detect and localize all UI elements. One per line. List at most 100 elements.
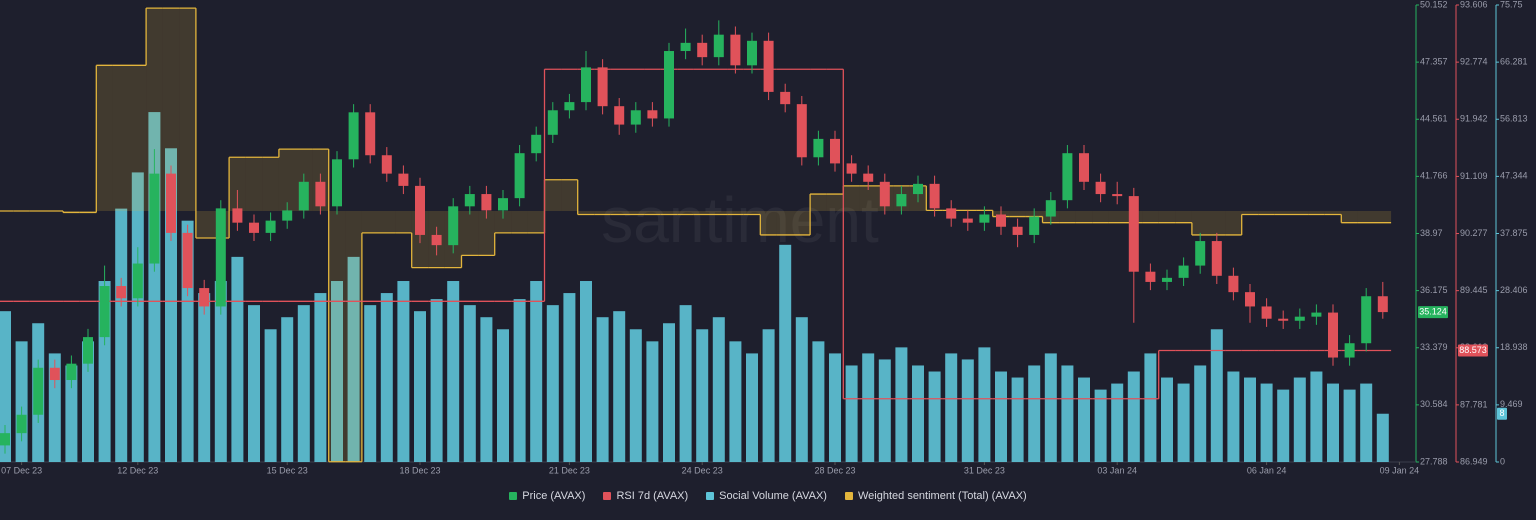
volume-bar — [961, 359, 974, 462]
volume-bar — [131, 172, 144, 463]
sentiment-fill — [511, 211, 528, 233]
y-tick-label: 91.942 — [1460, 114, 1488, 124]
candle-body — [348, 112, 359, 160]
candle-body — [913, 183, 923, 195]
volume-bar — [297, 305, 310, 462]
candle-body — [116, 286, 127, 299]
candle-body — [99, 286, 110, 338]
y-tick-label: 47.344 — [1500, 171, 1528, 181]
candle-body — [780, 91, 791, 105]
candle-body — [365, 112, 376, 156]
value-badge-label: 35.124 — [1419, 306, 1447, 316]
candle-body — [1095, 181, 1106, 195]
y-tick-label: 44.561 — [1420, 114, 1448, 124]
sentiment-fill — [195, 211, 213, 238]
y-tick-label: 30.584 — [1420, 399, 1448, 409]
sentiment-fill — [146, 8, 163, 211]
candle-body — [1245, 292, 1255, 307]
volume-bar — [364, 305, 377, 462]
sentiment-fill — [494, 211, 512, 233]
volume-bar — [82, 341, 94, 462]
candle-body — [713, 34, 724, 58]
sentiment-fill — [1108, 211, 1126, 223]
legend-item[interactable]: Price (AVAX) — [509, 490, 585, 502]
candle-body — [431, 234, 442, 246]
candle-body — [1311, 312, 1322, 317]
candle-body — [16, 414, 27, 434]
volume-bar — [1310, 371, 1323, 462]
sentiment-fill — [345, 211, 362, 462]
sentiment-fill — [1241, 211, 1259, 215]
legend: Price (AVAX) RSI 7d (AVAX) Social Volume (… — [0, 490, 1536, 502]
volume-bar — [762, 329, 775, 462]
legend-item[interactable]: Weighted sentiment (Total) (AVAX) — [844, 490, 1027, 502]
candle-body — [1029, 216, 1040, 235]
sentiment-fill — [361, 211, 379, 233]
value-badge-label: 8 — [1499, 408, 1504, 418]
sentiment-fill — [229, 157, 246, 211]
volume-bar — [746, 353, 758, 462]
x-tick-label: 24 Dec 23 — [682, 465, 723, 475]
candle-body — [1145, 271, 1156, 282]
candle-body — [232, 208, 243, 223]
sentiment-fill — [79, 211, 97, 213]
volume-bar — [878, 359, 891, 462]
candle-body — [481, 194, 492, 211]
legend-item[interactable]: RSI 7d (AVAX) — [603, 490, 688, 502]
volume-bar — [1161, 377, 1173, 462]
y-tick-label: 91.109 — [1460, 171, 1488, 181]
y-tick-label: 33.379 — [1420, 342, 1448, 352]
candle-body — [597, 67, 608, 107]
candle-body — [1062, 153, 1073, 201]
value-badge — [1458, 344, 1488, 357]
candle-body — [1344, 343, 1355, 358]
y-tick-label: 86.949 — [1460, 456, 1488, 466]
candle-body — [332, 159, 342, 207]
y-tick-label: 93.606 — [1460, 0, 1488, 9]
candle-body — [49, 367, 60, 381]
volume-bar — [646, 341, 659, 462]
volume-bar — [231, 256, 244, 462]
sentiment-fill — [810, 194, 827, 211]
candle-body — [1079, 153, 1089, 182]
volume-bar — [696, 329, 709, 462]
sentiment-fill — [610, 211, 628, 215]
sentiment-fill — [793, 211, 811, 235]
volume-bar — [1343, 389, 1356, 462]
volume-bar — [1127, 371, 1140, 462]
volume-bar — [663, 323, 675, 462]
sentiment-fill — [843, 185, 860, 211]
legend-item[interactable]: Social Volume (AVAX) — [706, 490, 827, 502]
candle-body — [564, 102, 575, 111]
volume-bar — [480, 317, 493, 462]
candle-body — [1162, 277, 1172, 282]
candle-body — [730, 34, 741, 66]
sentiment-fill — [96, 65, 113, 211]
y-tick-label: 37.875 — [1500, 228, 1528, 238]
candle-body — [896, 194, 907, 207]
sentiment-fill — [129, 65, 147, 211]
chart: santiment 27.788 30.584 33.379 36.175 38.97 4… — [0, 0, 1528, 475]
x-tick-label: 28 Dec 23 — [814, 465, 855, 475]
volume-bar — [729, 341, 742, 462]
volume-bar — [1244, 377, 1256, 462]
sentiment-fill — [1158, 211, 1176, 223]
sentiment-fill — [1324, 211, 1342, 215]
value-badge — [1418, 306, 1448, 319]
volume-bar — [1360, 383, 1373, 462]
sentiment-fill — [1291, 211, 1309, 215]
candle-body — [979, 214, 990, 223]
watermark: santiment — [601, 184, 879, 256]
legend-label: Price (AVAX) — [522, 490, 586, 502]
volume-bar — [347, 256, 360, 462]
x-tick-label: 15 Dec 23 — [267, 465, 308, 475]
volume-bar — [430, 299, 443, 462]
candle-body — [1128, 196, 1139, 272]
sentiment-fill — [395, 211, 412, 233]
x-tick-label: 09 Jan 24 — [1380, 465, 1420, 475]
x-tick-label: 07 Dec 23 — [1, 465, 42, 475]
candle-body — [630, 110, 641, 125]
volume-bar — [248, 305, 260, 462]
legend-swatch — [706, 492, 715, 500]
candle-body — [946, 208, 957, 219]
